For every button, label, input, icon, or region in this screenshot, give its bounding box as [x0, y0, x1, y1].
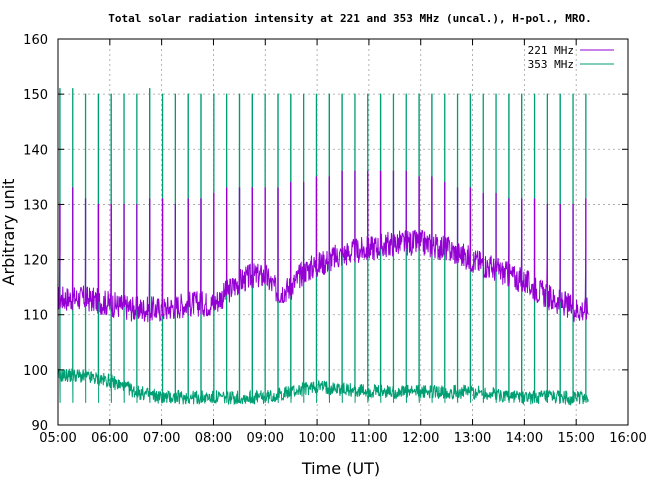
y-tick-label: 100 — [23, 364, 48, 379]
series-221-line — [57, 170, 589, 323]
x-tick-label: 12:00 — [402, 431, 439, 446]
y-tick-label: 130 — [23, 198, 48, 213]
plot-frame — [57, 38, 629, 426]
legend-label-221: 221 MHz — [528, 44, 574, 57]
y-tick-label: 160 — [23, 33, 48, 48]
legend: 221 MHz 353 MHz — [528, 44, 614, 71]
legend-label-353: 353 MHz — [528, 58, 574, 71]
y-tick-label: 140 — [23, 143, 48, 158]
x-tick-label: 11:00 — [350, 431, 387, 446]
grid — [58, 39, 628, 425]
x-tick-label: 14:00 — [506, 431, 543, 446]
x-tick-label: 07:00 — [143, 431, 180, 446]
x-tick-label: 05:00 — [39, 431, 76, 446]
series-layer — [57, 88, 589, 406]
x-axis-title: Time (UT) — [301, 459, 380, 478]
x-tick-label: 06:00 — [91, 431, 128, 446]
x-tick-label: 13:00 — [454, 431, 491, 446]
y-tick-label: 90 — [31, 419, 48, 434]
series-353-line — [57, 88, 589, 406]
y-axis-title: Arbitrary unit — [0, 179, 18, 286]
x-tick-label: 15:00 — [557, 431, 594, 446]
ticks: 05:00 06:00 07:00 08:00 09:00 10:00 11:00 12:00… — [23, 33, 647, 446]
x-tick-label: 08:00 — [195, 431, 232, 446]
chart-title: Total solar radiation intensity at 221 a… — [108, 12, 591, 25]
y-tick-label: 110 — [23, 309, 48, 324]
x-tick-label: 16:00 — [609, 431, 646, 446]
x-tick-label: 10:00 — [298, 431, 335, 446]
y-tick-label: 150 — [23, 88, 48, 103]
x-tick-label: 09:00 — [247, 431, 284, 446]
y-tick-label: 120 — [23, 254, 48, 269]
